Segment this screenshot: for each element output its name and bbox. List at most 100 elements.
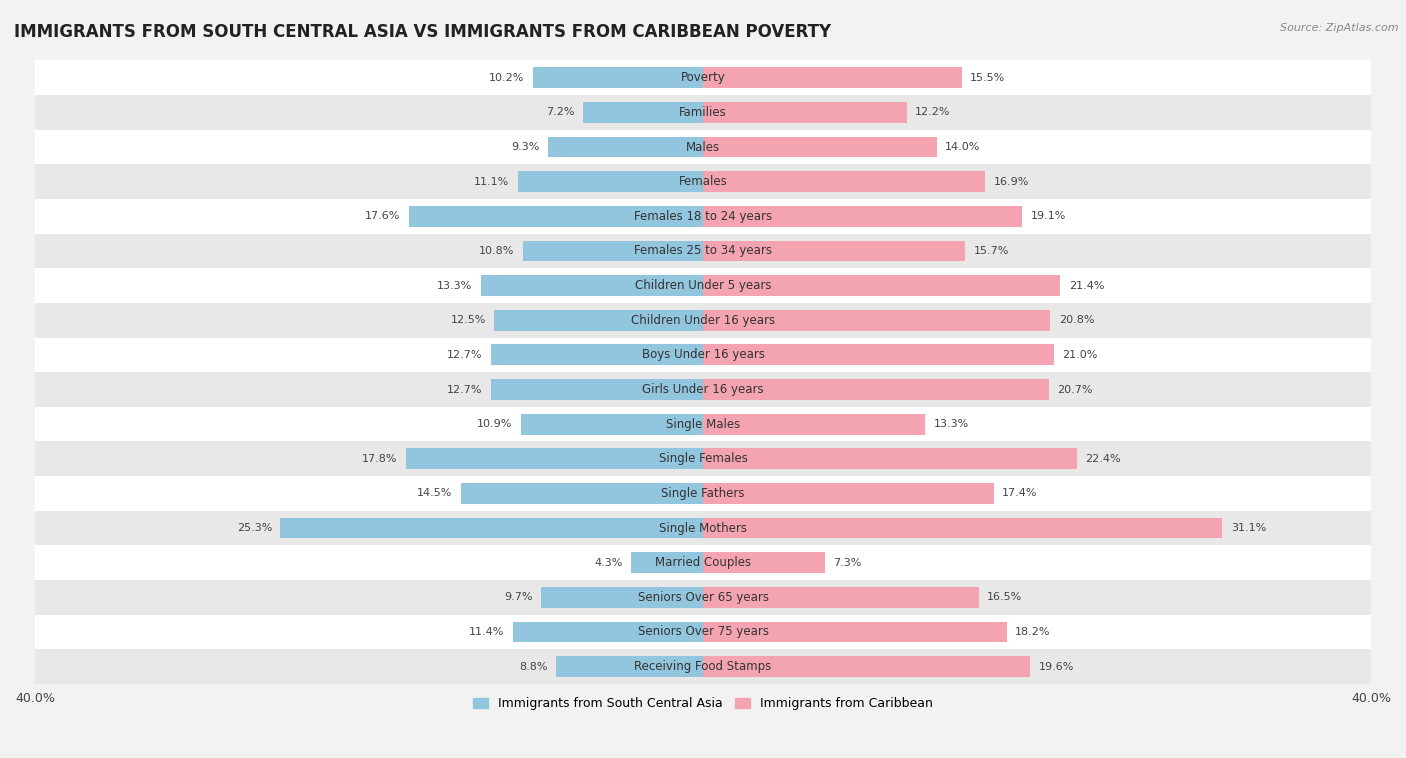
Bar: [35, 199, 1371, 233]
Text: 17.4%: 17.4%: [1002, 488, 1038, 499]
Bar: [523, 240, 703, 262]
Text: Single Fathers: Single Fathers: [661, 487, 745, 500]
Bar: [703, 518, 1222, 538]
Text: Single Females: Single Females: [658, 453, 748, 465]
Bar: [35, 233, 1371, 268]
Text: 14.5%: 14.5%: [418, 488, 453, 499]
Text: Children Under 5 years: Children Under 5 years: [634, 279, 772, 292]
Bar: [703, 483, 994, 504]
Text: 21.4%: 21.4%: [1069, 280, 1104, 290]
Bar: [533, 67, 703, 88]
Text: 19.6%: 19.6%: [1039, 662, 1074, 672]
Text: 16.5%: 16.5%: [987, 592, 1022, 603]
Text: 13.3%: 13.3%: [934, 419, 969, 429]
Bar: [703, 379, 1049, 400]
Bar: [703, 102, 907, 123]
Text: Receiving Food Stamps: Receiving Food Stamps: [634, 660, 772, 673]
Text: 13.3%: 13.3%: [437, 280, 472, 290]
Text: Source: ZipAtlas.com: Source: ZipAtlas.com: [1281, 23, 1399, 33]
Bar: [703, 656, 1031, 677]
Bar: [703, 67, 962, 88]
Bar: [513, 622, 703, 642]
Bar: [548, 136, 703, 158]
Bar: [461, 483, 703, 504]
Text: 22.4%: 22.4%: [1085, 454, 1121, 464]
Bar: [491, 379, 703, 400]
Bar: [35, 337, 1371, 372]
Text: 7.3%: 7.3%: [834, 558, 862, 568]
Bar: [35, 650, 1371, 684]
Bar: [703, 206, 1022, 227]
Text: 12.5%: 12.5%: [450, 315, 486, 325]
Text: 15.5%: 15.5%: [970, 73, 1005, 83]
Text: 19.1%: 19.1%: [1031, 211, 1066, 221]
Text: 10.9%: 10.9%: [477, 419, 513, 429]
Text: Single Males: Single Males: [666, 418, 740, 431]
Text: Seniors Over 75 years: Seniors Over 75 years: [637, 625, 769, 638]
Text: 20.7%: 20.7%: [1057, 384, 1092, 394]
Bar: [703, 553, 825, 573]
Bar: [35, 303, 1371, 337]
Bar: [35, 130, 1371, 164]
Bar: [703, 171, 986, 192]
Text: IMMIGRANTS FROM SOUTH CENTRAL ASIA VS IMMIGRANTS FROM CARIBBEAN POVERTY: IMMIGRANTS FROM SOUTH CENTRAL ASIA VS IM…: [14, 23, 831, 41]
Bar: [631, 553, 703, 573]
Bar: [35, 545, 1371, 580]
Bar: [703, 622, 1007, 642]
Text: 7.2%: 7.2%: [546, 108, 575, 117]
Bar: [522, 414, 703, 434]
Text: 12.7%: 12.7%: [447, 350, 482, 360]
Bar: [703, 275, 1060, 296]
Text: 25.3%: 25.3%: [236, 523, 273, 533]
Bar: [406, 449, 703, 469]
Text: 21.0%: 21.0%: [1062, 350, 1098, 360]
Bar: [280, 518, 703, 538]
Text: 8.8%: 8.8%: [519, 662, 548, 672]
Text: Married Couples: Married Couples: [655, 556, 751, 569]
Bar: [35, 615, 1371, 650]
Text: Girls Under 16 years: Girls Under 16 years: [643, 383, 763, 396]
Bar: [703, 344, 1053, 365]
Text: 11.1%: 11.1%: [474, 177, 509, 186]
Text: 4.3%: 4.3%: [595, 558, 623, 568]
Bar: [481, 275, 703, 296]
Text: 10.2%: 10.2%: [489, 73, 524, 83]
Bar: [491, 344, 703, 365]
Bar: [582, 102, 703, 123]
Bar: [703, 310, 1050, 330]
Text: 10.8%: 10.8%: [479, 246, 515, 256]
Text: 18.2%: 18.2%: [1015, 627, 1050, 637]
Bar: [35, 580, 1371, 615]
Legend: Immigrants from South Central Asia, Immigrants from Caribbean: Immigrants from South Central Asia, Immi…: [468, 692, 938, 715]
Bar: [35, 268, 1371, 303]
Bar: [703, 240, 965, 262]
Text: Boys Under 16 years: Boys Under 16 years: [641, 349, 765, 362]
Bar: [35, 476, 1371, 511]
Text: 12.2%: 12.2%: [915, 108, 950, 117]
Text: 14.0%: 14.0%: [945, 142, 980, 152]
Bar: [35, 95, 1371, 130]
Bar: [495, 310, 703, 330]
Bar: [703, 449, 1077, 469]
Text: Females 25 to 34 years: Females 25 to 34 years: [634, 245, 772, 258]
Text: 31.1%: 31.1%: [1230, 523, 1265, 533]
Bar: [555, 656, 703, 677]
Text: Females 18 to 24 years: Females 18 to 24 years: [634, 210, 772, 223]
Text: 17.8%: 17.8%: [361, 454, 398, 464]
Bar: [35, 61, 1371, 95]
Bar: [409, 206, 703, 227]
Text: 20.8%: 20.8%: [1059, 315, 1094, 325]
Text: Single Mothers: Single Mothers: [659, 522, 747, 534]
Text: 15.7%: 15.7%: [973, 246, 1010, 256]
Text: 11.4%: 11.4%: [468, 627, 505, 637]
Bar: [35, 441, 1371, 476]
Text: Males: Males: [686, 140, 720, 154]
Text: 17.6%: 17.6%: [366, 211, 401, 221]
Text: Females: Females: [679, 175, 727, 188]
Bar: [703, 587, 979, 608]
Bar: [517, 171, 703, 192]
Bar: [703, 414, 925, 434]
Text: 9.7%: 9.7%: [505, 592, 533, 603]
Bar: [35, 372, 1371, 407]
Text: Seniors Over 65 years: Seniors Over 65 years: [637, 590, 769, 604]
